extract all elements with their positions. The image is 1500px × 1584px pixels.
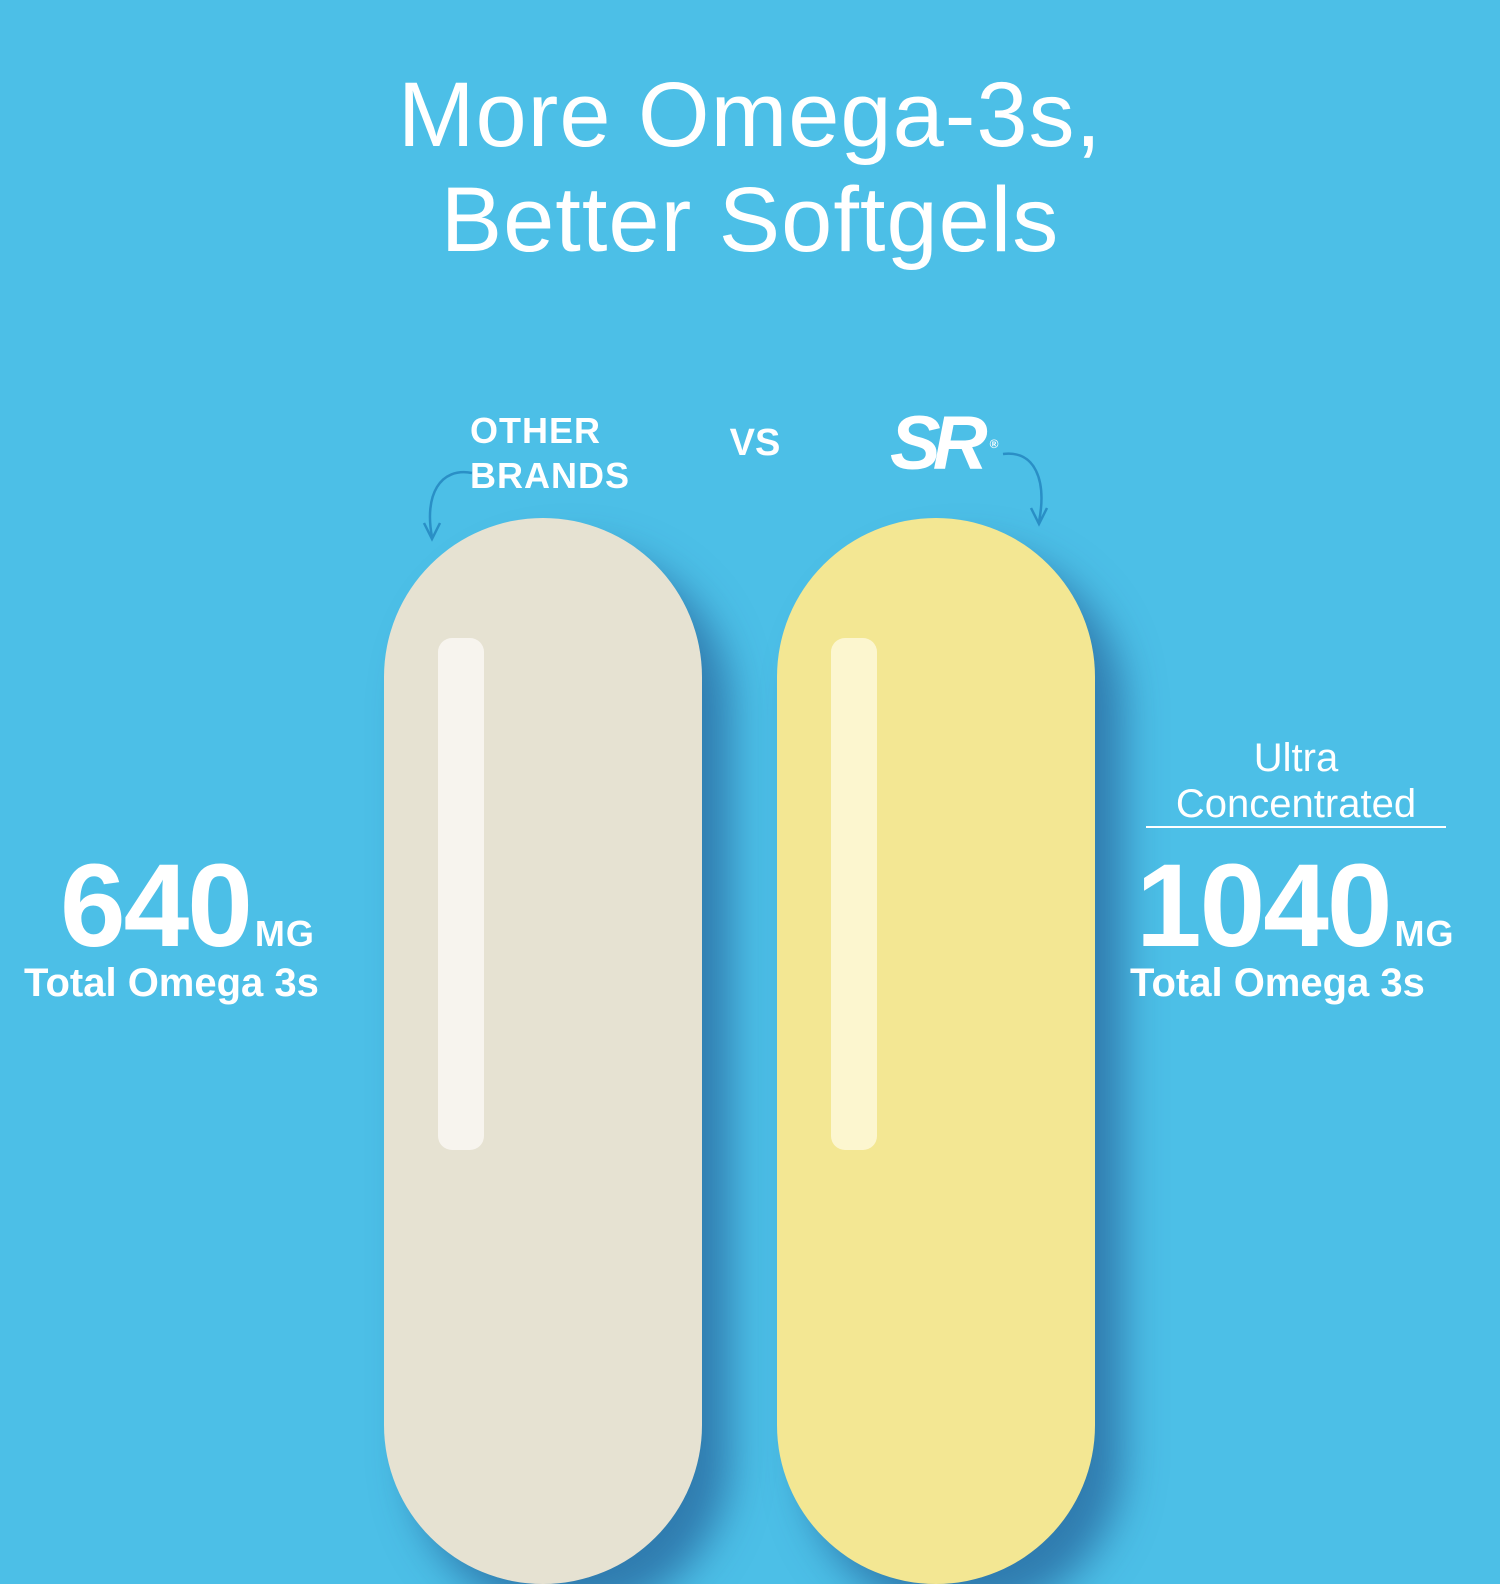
right-curved-arrow-icon	[1002, 452, 1049, 527]
sr-amount: 1040 MG	[1136, 846, 1496, 994]
sr-tagline-line-1: Ultra	[1253, 736, 1339, 780]
vs-label: VS	[729, 422, 781, 464]
sr-amount-unit: MG	[1394, 913, 1455, 954]
other-brands-amount-value: 640	[60, 840, 253, 972]
sr-caption: Total Omega 3s	[1130, 961, 1425, 1005]
sr-tagline: Ultra Concentrated	[1146, 735, 1446, 827]
headline-line-1: More Omega-3s,	[397, 64, 1103, 166]
sr-amount-value: 1040	[1136, 840, 1393, 972]
other-brands-label-line-1: OTHER	[470, 410, 601, 451]
other-brands-label-line-2: BRANDS	[470, 455, 631, 496]
sr-logo-text: SR	[890, 401, 988, 486]
sr-softgel-highlight	[831, 638, 877, 1150]
left-curved-arrow-icon	[422, 470, 473, 542]
other-brands-amount: 640 MG	[60, 846, 360, 994]
other-brands-caption: Total Omega 3s	[24, 961, 319, 1005]
sr-softgel	[777, 518, 1095, 1584]
tagline-divider	[1146, 826, 1446, 828]
sr-tagline-line-2: Concentrated	[1175, 782, 1417, 826]
registered-mark: ®	[989, 437, 999, 451]
other-brands-softgel	[384, 518, 702, 1584]
sr-logo: SR ®	[890, 404, 1000, 484]
other-brands-label: OTHER BRANDS	[470, 408, 631, 498]
other-brands-softgel-highlight	[438, 638, 484, 1150]
other-brands-amount-unit: MG	[254, 913, 315, 954]
headline-line-2: Better Softgels	[440, 169, 1060, 271]
